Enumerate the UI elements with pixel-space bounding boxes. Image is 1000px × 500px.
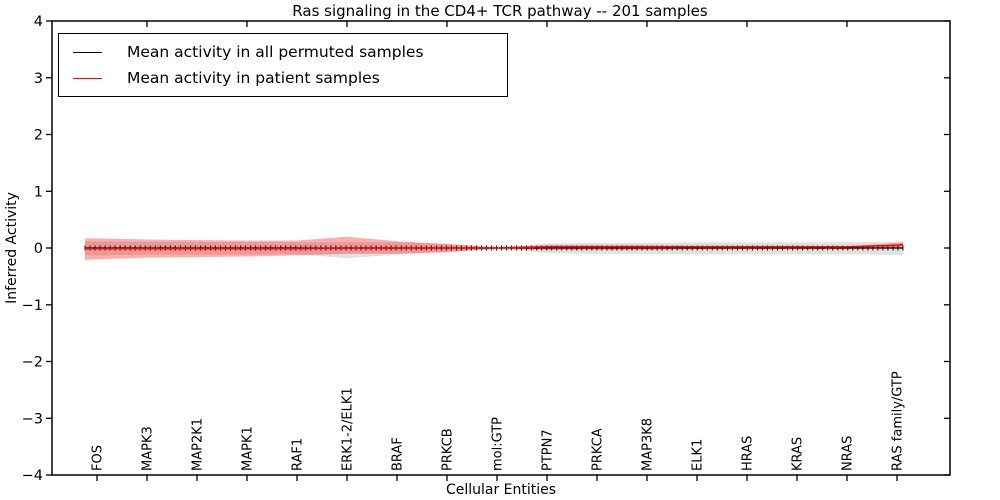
x-tick-label: ELK1 xyxy=(691,439,706,471)
x-tick-label: HRAS xyxy=(741,436,756,471)
x-tick-label: FOS xyxy=(91,445,106,471)
y-tick-label: −1 xyxy=(22,298,43,314)
x-tick-label: MAPK3 xyxy=(141,426,156,471)
y-tick-label: −2 xyxy=(22,355,43,371)
x-tick-label: mol:GTP xyxy=(491,417,506,471)
x-tick-label: MAP2K1 xyxy=(191,418,206,471)
x-tick-label: PRKCB xyxy=(441,428,456,471)
permuted-band xyxy=(85,241,903,259)
legend: Mean activity in all permuted samples Me… xyxy=(58,33,508,97)
x-tick-label: MAP3K8 xyxy=(641,418,656,471)
legend-line-black-icon xyxy=(73,51,102,53)
x-tick-label: RAF1 xyxy=(291,438,306,471)
legend-entry-patient: Mean activity in patient samples xyxy=(59,65,507,91)
x-axis-label: Cellular Entities xyxy=(445,482,557,498)
x-tick-label: PTPN7 xyxy=(541,429,556,471)
x-tick-label: BRAF xyxy=(391,437,406,471)
y-tick-label: −3 xyxy=(22,411,43,427)
legend-label-patient: Mean activity in patient samples xyxy=(127,69,380,87)
x-tick-label: KRAS xyxy=(791,437,806,471)
legend-entry-permuted: Mean activity in all permuted samples xyxy=(59,39,507,65)
patient-mean-line xyxy=(85,243,904,250)
y-tick-label: 4 xyxy=(34,14,43,30)
x-tick-label: RAS family/GTP xyxy=(891,371,906,471)
y-axis-label: Inferred Activity xyxy=(4,192,20,304)
chart-title: Ras signaling in the CD4+ TCR pathway --… xyxy=(292,2,708,20)
y-tick-label: 2 xyxy=(34,128,43,144)
y-tick-label: −4 xyxy=(22,468,43,484)
x-tick-label: MAPK1 xyxy=(241,426,256,471)
legend-label-permuted: Mean activity in all permuted samples xyxy=(127,43,424,61)
y-tick-label: 3 xyxy=(34,71,43,87)
x-tick-label: NRAS xyxy=(841,436,856,471)
legend-line-red-icon xyxy=(73,77,102,79)
x-tick-label: PRKCA xyxy=(591,428,606,471)
y-tick-label: 0 xyxy=(34,241,43,257)
x-tick-label: ERK1-2/ELK1 xyxy=(341,387,356,471)
y-tick-label: 1 xyxy=(34,184,43,200)
